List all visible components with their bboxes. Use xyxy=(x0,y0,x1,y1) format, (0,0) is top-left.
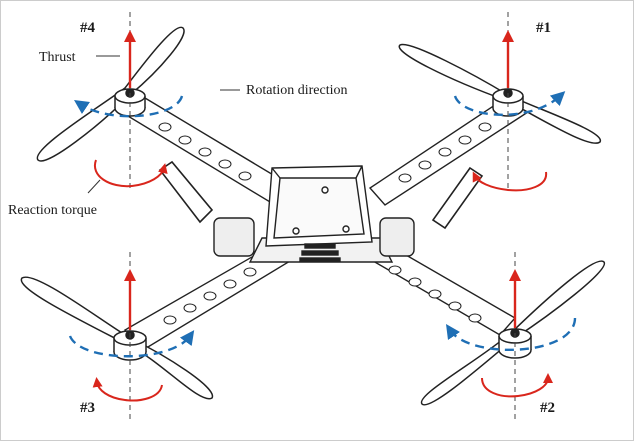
motor-label-3: #3 xyxy=(80,400,95,416)
right-pod xyxy=(379,217,415,257)
arm-holes xyxy=(158,122,492,325)
torque-arc-2 xyxy=(481,373,553,398)
torque-leader xyxy=(87,179,101,194)
central-body xyxy=(213,165,415,263)
labels: #4 #1 #3 #2 Thrust Rotation direction Re… xyxy=(8,20,555,416)
rotation-arc-4 xyxy=(74,95,184,118)
rotation-arcs xyxy=(68,91,577,358)
rotation-arc-2 xyxy=(445,317,577,352)
thrust-arrows xyxy=(124,30,521,330)
torque-arcs xyxy=(92,159,553,402)
leader-lines xyxy=(87,55,240,194)
motor-label-2: #2 xyxy=(540,400,555,416)
landing-gear xyxy=(158,160,484,230)
torque-arc-1 xyxy=(472,171,548,192)
torque-arc-3 xyxy=(92,377,163,402)
propeller-4 xyxy=(36,26,185,162)
left-pod xyxy=(213,217,255,257)
motor-label-4: #4 xyxy=(80,20,96,36)
rotation-direction-label: Rotation direction xyxy=(246,83,347,98)
rotation-arc-1 xyxy=(453,91,566,116)
torque-arc-4 xyxy=(93,159,168,188)
thrust-label: Thrust xyxy=(39,50,76,65)
rotation-arc-3 xyxy=(68,330,195,358)
motor-label-1: #1 xyxy=(536,20,551,36)
reaction-torque-label: Reaction torque xyxy=(8,203,97,218)
